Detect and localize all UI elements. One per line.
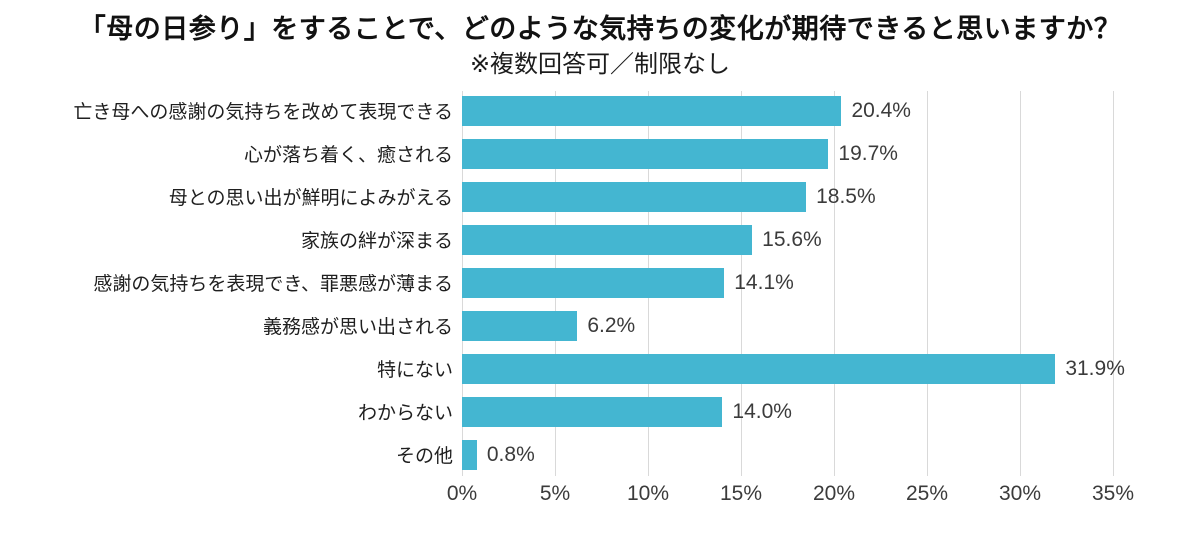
category-label: 特にない [376,360,453,382]
bar [462,439,477,470]
x-axis: 0% 5% 10% 15% 20% 25% 30% 35% [447,482,1134,514]
x-axis-tick-label: 5% [539,482,571,506]
category-label: 心が落ち着く、癒される [243,145,453,167]
bar-row: その他 0.8% [0,433,1200,476]
bar-row: 感謝の気持ちを表現でき、罪悪感が薄まる 14.1% [0,261,1200,304]
value-label: 14.1% [734,270,794,294]
category-label: 亡き母への感謝の気持ちを改めて表現できる [73,102,453,124]
bar-track: 20.4% [462,95,1113,126]
bar-track: 19.7% [462,138,1113,169]
bar-track: 31.9% [462,353,1125,384]
chart-title: 「母の日参り」をすることで、どのような気持ちの変化が期待できると思いますか？ [78,14,1122,44]
gridline [1020,91,1021,477]
gridline [1113,91,1114,477]
gridline [741,91,742,477]
category-label: 感謝の気持ちを表現でき、罪悪感が薄まる [93,274,453,296]
category-label: 家族の絆が深まる [300,231,453,253]
bar [462,396,723,427]
bar-chart: 亡き母への感謝の気持ちを改めて表現できる 20.4% 心が落ち着く、癒される 19.7… [0,89,1200,505]
x-axis-tick-label: 10% [626,482,670,506]
x-axis-tick-label: 25% [905,482,949,506]
bar-row: わからない 14.0% [0,390,1200,433]
x-axis-tick-label: 30% [998,482,1042,506]
bar-rows: 亡き母への感謝の気持ちを改めて表現できる 20.4% 心が落ち着く、癒される 19.7… [0,89,1200,476]
bar [462,353,1056,384]
bar-row: 母との思い出が鮮明によみがえる 18.5% [0,175,1200,218]
bar [462,310,578,341]
bar-track: 14.1% [462,267,1113,298]
x-axis-tick-label: 20% [812,482,856,506]
category-label: わからない [357,403,453,425]
bar-row: 家族の絆が深まる 15.6% [0,218,1200,261]
bar-track: 18.5% [462,181,1113,212]
bar-track: 6.2% [462,310,1113,341]
bar [462,181,807,212]
gridline [927,91,928,477]
bar [462,95,842,126]
category-label: 母との思い出が鮮明によみがえる [168,188,453,210]
bar [462,224,753,255]
value-label: 20.4% [851,98,911,122]
bar-row: 亡き母への感謝の気持ちを改めて表現できる 20.4% [0,89,1200,132]
bar-row: 義務感が思い出される 6.2% [0,304,1200,347]
value-label: 19.7% [838,141,898,165]
value-label: 18.5% [816,184,876,208]
x-axis-tick-label: 35% [1091,482,1135,506]
value-label: 31.9% [1065,356,1125,380]
category-label: 義務感が思い出される [262,317,453,339]
value-label: 6.2% [587,313,636,337]
x-axis-tick-label: 0% [446,482,478,506]
bar [462,138,829,169]
category-label: その他 [395,446,453,468]
bar-row: 心が落ち着く、癒される 19.7% [0,132,1200,175]
x-axis-tick-label: 15% [719,482,763,506]
bar-row: 特にない 31.9% [0,347,1200,390]
bar [462,267,725,298]
chart-subtitle: ※複数回答可／制限なし [469,51,731,79]
gridline [834,91,835,477]
value-label: 14.0% [732,399,792,423]
bar-track: 0.8% [462,439,1113,470]
value-label: 15.6% [762,227,822,251]
bar-track: 15.6% [462,224,1113,255]
value-label: 0.8% [486,442,535,466]
bar-track: 14.0% [462,396,1113,427]
